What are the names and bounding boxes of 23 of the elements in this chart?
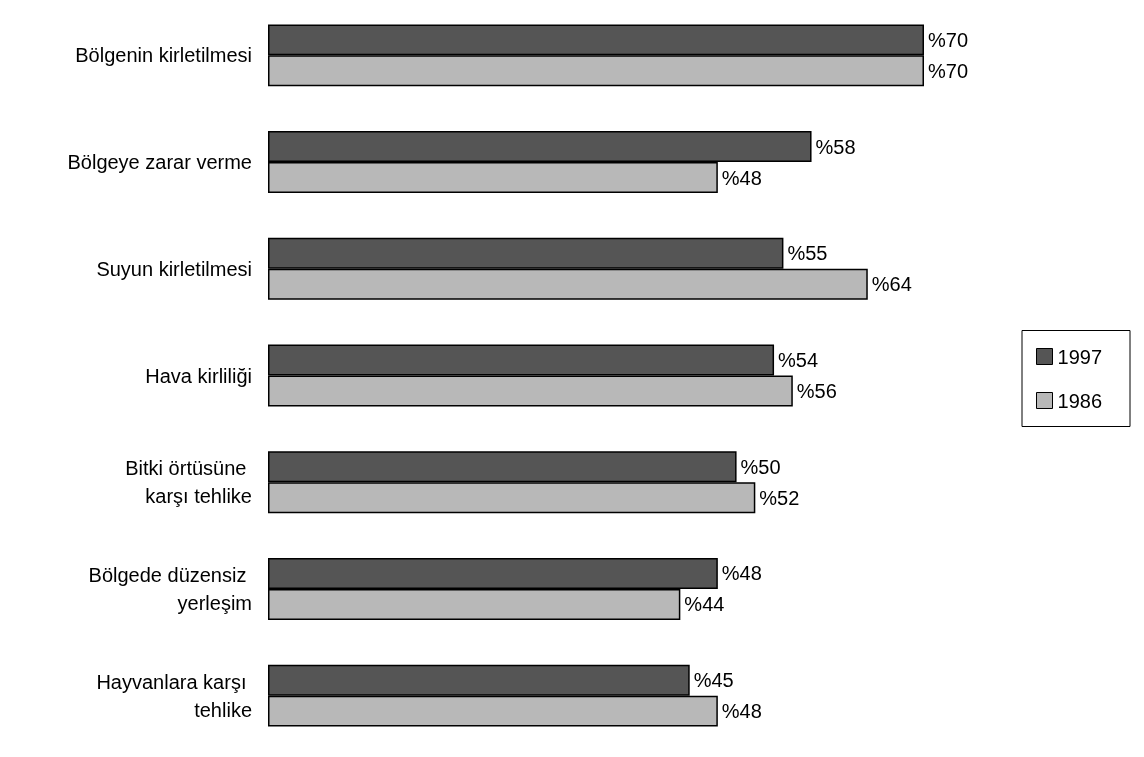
- legend-label: 1986: [1057, 389, 1103, 412]
- y-tick-label: Bölgede düzensiz yerleşim: [88, 563, 252, 614]
- y-tick-label: Bölgenin kirletilmesi: [75, 44, 252, 67]
- data-label: %48: [721, 700, 762, 723]
- data-label: %70: [928, 28, 969, 51]
- legend-label: 1997: [1057, 345, 1103, 368]
- y-tick-label: Hayvanlara karşı tehlike: [96, 670, 252, 721]
- data-label: %50: [740, 455, 781, 478]
- data-label: %54: [778, 349, 819, 372]
- data-label: %58: [815, 135, 856, 158]
- data-label: %48: [721, 166, 762, 189]
- data-label: %44: [684, 593, 725, 616]
- data-label: %64: [871, 273, 912, 296]
- data-label: %56: [796, 379, 837, 402]
- y-tick-label: Suyun kirletilmesi: [96, 257, 252, 280]
- y-tick-label: Bölgeye zarar verme: [67, 151, 252, 174]
- data-label: %70: [928, 59, 969, 82]
- data-label: %48: [721, 562, 762, 585]
- data-label: %52: [759, 486, 800, 509]
- data-label: %55: [787, 242, 828, 265]
- y-tick-label: Bitki örtüsüne karşı tehlike: [125, 457, 252, 508]
- data-label: %45: [693, 669, 734, 692]
- y-tick-label: Hava kirliliği: [145, 364, 252, 387]
